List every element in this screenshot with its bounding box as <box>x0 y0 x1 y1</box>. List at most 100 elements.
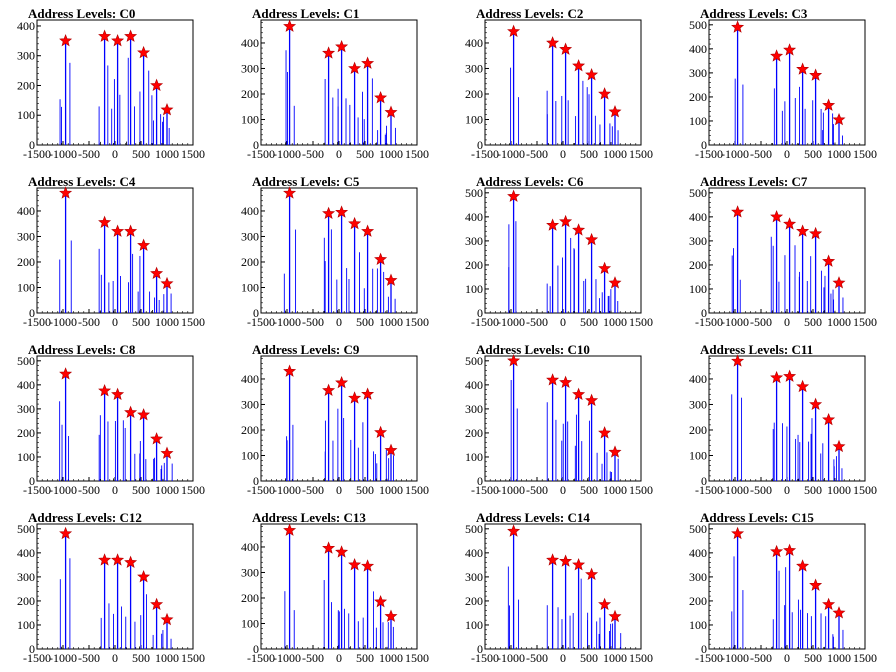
peak-star-marker <box>111 34 125 47</box>
x-tick-label: -1000 <box>497 483 525 497</box>
histogram-plot: -1500-1000 -500 0 500 1000 1500 0 100 200 300 400 5… <box>689 522 877 665</box>
x-tick-label: 1500 <box>629 147 653 161</box>
x-tick-label: 1500 <box>853 147 877 161</box>
histogram-plot: -1500-1000 -500 0 500 1000 1500 0 100 200 300 400 <box>465 19 653 161</box>
x-tick-label: 0 <box>336 483 342 497</box>
y-tick-label: 300 <box>689 570 707 584</box>
peak-star-marker <box>137 45 151 59</box>
peak-star-marker <box>111 553 125 566</box>
x-tick-label: -1500 <box>23 483 51 497</box>
x-tick-label: 1500 <box>405 651 429 665</box>
y-tick-label: 0 <box>701 138 707 152</box>
x-tick-label: -500 <box>302 651 324 665</box>
y-tick-label: 0 <box>701 474 707 488</box>
peak-star-marker <box>585 68 599 81</box>
x-tick-label: 1500 <box>405 147 429 161</box>
y-tick-label: 100 <box>465 450 483 464</box>
histogram-panel: Address Levels: C5 -1500 -1000 -500 0 500 1000… <box>224 168 448 336</box>
peak-star-marker <box>59 34 73 47</box>
x-tick-label: -500 <box>526 147 548 161</box>
peak-star-marker <box>783 369 797 382</box>
y-tick-label: 200 <box>17 78 35 92</box>
peak-star-marker <box>731 354 745 367</box>
x-tick-label: 0 <box>784 483 790 497</box>
y-tick-label: 0 <box>477 642 483 656</box>
x-tick-label: 1500 <box>853 483 877 497</box>
y-tick-label: 0 <box>29 138 35 152</box>
y-tick-label: 100 <box>465 282 483 296</box>
peak-star-marker <box>374 594 388 608</box>
peak-star-marker <box>546 553 560 566</box>
peak-star-marker <box>374 90 388 104</box>
y-tick-label: 400 <box>17 204 35 218</box>
y-tick-label: 500 <box>465 354 483 368</box>
peak-star-marker <box>507 353 521 367</box>
x-tick-label: -1500 <box>695 651 723 665</box>
y-tick-label: 400 <box>689 546 707 560</box>
x-tick-label: 0 <box>560 483 566 497</box>
peak-star-marker <box>559 42 573 55</box>
peak-star-marker <box>384 105 398 118</box>
y-tick-label: 200 <box>465 426 483 440</box>
x-tick-label: 1500 <box>629 483 653 497</box>
histogram-panel: Address Levels: C6 -1500 -1000 -500 0 500 1000… <box>448 168 672 336</box>
x-tick-label: 1500 <box>405 483 429 497</box>
y-tick-label: 300 <box>689 234 707 248</box>
y-tick-label: 0 <box>477 474 483 488</box>
y-tick-label: 200 <box>17 255 35 269</box>
x-tick-label: 0 <box>336 651 342 665</box>
x-tick-label: 1500 <box>181 651 205 665</box>
x-tick-label: 0 <box>112 315 118 329</box>
x-tick-label: -1500 <box>247 315 275 329</box>
x-tick-label: 1500 <box>181 147 205 161</box>
peak-star-marker <box>809 397 823 410</box>
peak-star-marker <box>809 578 823 591</box>
y-tick-label: 300 <box>465 402 483 416</box>
peak-star-marker <box>608 445 622 458</box>
x-tick-label: 500 <box>356 651 374 665</box>
peak-star-marker <box>546 36 560 49</box>
y-tick-label: 400 <box>465 378 483 392</box>
peak-star-marker <box>374 252 388 265</box>
y-tick-label: 100 <box>465 112 483 126</box>
y-tick-label: 0 <box>701 642 707 656</box>
x-tick-label: 1000 <box>603 315 627 329</box>
peak-star-marker <box>585 232 599 246</box>
peak-star-marker <box>348 558 362 571</box>
y-tick-label: 100 <box>689 282 707 296</box>
panel-title: Address Levels: C7 <box>700 174 808 189</box>
peak-star-marker <box>832 112 846 126</box>
peak-star-marker <box>585 567 599 580</box>
peak-star-marker <box>822 412 836 426</box>
peak-star-marker <box>160 103 174 116</box>
histogram-panel: Address Levels: C7 -1500 -1000 -500 0 500 1000… <box>672 168 896 336</box>
x-tick-label: -1000 <box>49 651 77 665</box>
y-tick-label: 100 <box>17 450 35 464</box>
histogram-panel: Address Levels: C1 -1500 -1000 -500 0 500 1000… <box>224 0 448 168</box>
x-tick-label: -1000 <box>721 315 749 329</box>
peak-star-marker <box>283 364 297 377</box>
panel-title: Address Levels: C2 <box>476 6 584 21</box>
x-tick-label: -500 <box>526 483 548 497</box>
peak-star-marker <box>322 206 336 220</box>
x-tick-label: -500 <box>750 147 772 161</box>
panel-title: Address Levels: C14 <box>476 510 590 525</box>
y-tick-label: 200 <box>241 423 259 437</box>
peak-star-marker <box>160 276 174 290</box>
histogram-plot: -1500-1000 -500 0 500 1000 1500 0 100 200 300 400 <box>241 19 429 161</box>
y-tick-label: 0 <box>477 306 483 320</box>
histogram-panel: Address Levels: C2 -1500 -1000 -500 0 500 1000… <box>448 0 672 168</box>
y-tick-label: 0 <box>29 306 35 320</box>
x-tick-label: -500 <box>526 651 548 665</box>
peak-star-marker <box>384 609 398 622</box>
x-tick-label: 500 <box>356 315 374 329</box>
peak-star-marker <box>770 210 784 223</box>
y-tick-label: 400 <box>241 36 259 50</box>
peak-star-marker <box>731 205 745 218</box>
peak-star-marker <box>124 224 138 237</box>
y-tick-label: 300 <box>465 234 483 248</box>
x-tick-label: 0 <box>336 315 342 329</box>
y-tick-label: 400 <box>465 210 483 224</box>
plot-frame <box>484 19 642 146</box>
histogram-plot: -1500-1000 -500 0 500 1000 1500 0 100 200 300 400 <box>689 354 877 497</box>
